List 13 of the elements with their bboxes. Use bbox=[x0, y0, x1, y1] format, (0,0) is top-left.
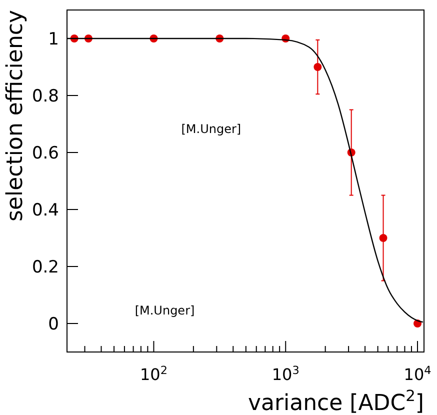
x-tick-label: 10$^{4}$ bbox=[404, 364, 432, 384]
y-tick-label: 0.4 bbox=[32, 200, 59, 220]
y-tick-label: 0 bbox=[48, 314, 59, 334]
annotation: [M.Unger] bbox=[134, 303, 195, 318]
y-tick-label: 1 bbox=[48, 30, 59, 50]
x-axis-title: variance [ADC$^{2}$] bbox=[248, 387, 424, 415]
x-tick-label: 10$^{2}$ bbox=[140, 364, 168, 384]
y-tick-label: 0.8 bbox=[32, 86, 59, 106]
annotation: [M.Unger] bbox=[181, 122, 242, 136]
x-tick-label: 10$^{3}$ bbox=[272, 364, 300, 384]
y-axis-title: selection efficiency bbox=[3, 10, 28, 222]
y-tick-label: 0.2 bbox=[32, 258, 59, 278]
y-tick-label: 0.6 bbox=[32, 144, 59, 164]
